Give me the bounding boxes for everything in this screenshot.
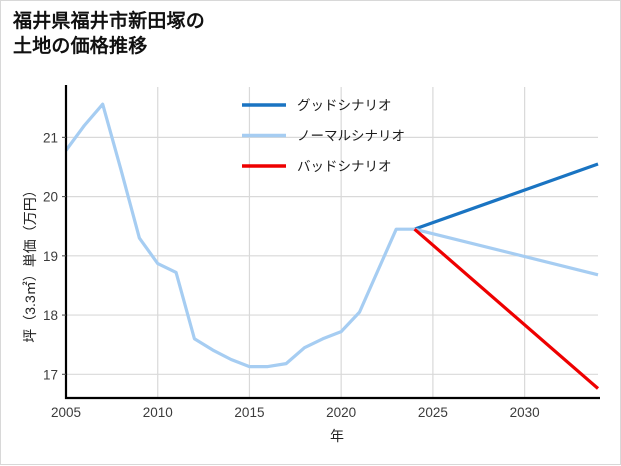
x-axis-tick-labels: 2005 2010 2015 2020 2025 2030 <box>51 405 540 420</box>
y-axis-title: 坪（3.3㎡）単価（万円） <box>22 183 38 342</box>
x-tick-label: 2025 <box>418 405 448 420</box>
series-line-1 <box>414 162 599 231</box>
legend-label-2: ノーマルシナリオ <box>297 129 405 144</box>
y-tick-label: 17 <box>43 367 58 382</box>
axis-spines <box>64 85 600 400</box>
x-tick-label: 2020 <box>326 405 356 420</box>
x-tick-label: 2015 <box>234 405 264 420</box>
y-tick-label: 21 <box>43 130 58 145</box>
y-tick-label: 18 <box>43 308 58 323</box>
legend-label-3: バッドシナリオ <box>297 159 392 174</box>
x-tick-label: 2030 <box>510 405 540 420</box>
x-tick-label: 2010 <box>143 405 173 420</box>
series-line-3 <box>413 227 600 390</box>
legend-label-1: グッドシナリオ <box>297 98 392 113</box>
y-tick-label: 20 <box>43 190 58 205</box>
axis-spine-path <box>64 85 600 400</box>
y-tick-label: 19 <box>43 249 58 264</box>
y-axis-tick-labels: 17 18 19 20 21 <box>43 130 66 382</box>
x-axis-title: 年 <box>330 428 344 444</box>
gridlines-group <box>66 87 598 398</box>
series-group <box>64 102 600 390</box>
chart-title: 福井県福井市新田塚の 土地の価格推移 <box>13 11 206 58</box>
series-line-2 <box>64 102 599 369</box>
x-tick-label: 2005 <box>51 405 81 420</box>
